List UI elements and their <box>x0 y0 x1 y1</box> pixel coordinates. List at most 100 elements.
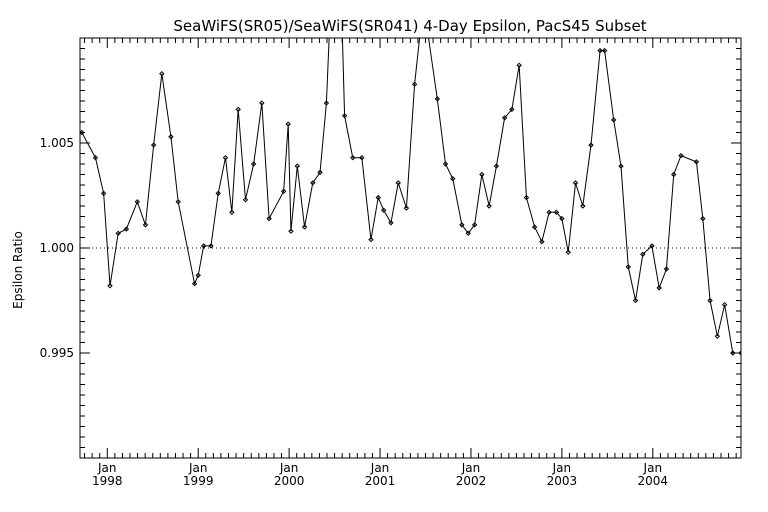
data-point <box>280 188 287 195</box>
y-tick-label: 0.995 <box>40 346 74 360</box>
data-point <box>168 133 174 140</box>
data-point <box>678 152 684 159</box>
data-point <box>229 209 235 216</box>
data-point <box>611 117 617 123</box>
x-tick-month-label: Jan <box>643 461 663 475</box>
data-point <box>442 161 449 167</box>
data-point <box>632 297 639 304</box>
data-point <box>80 129 85 136</box>
data-point <box>317 169 323 176</box>
x-tick-year-label: 2004 <box>638 474 669 488</box>
x-tick-year-label: 2003 <box>547 474 578 488</box>
x-tick-month-label: Jan <box>188 461 208 475</box>
x-tick-year-label: 1999 <box>183 474 214 488</box>
x-tick-year-label: 1998 <box>92 474 123 488</box>
data-point <box>601 47 608 54</box>
data-point <box>572 180 579 186</box>
data-point <box>301 224 308 230</box>
data-point <box>107 283 113 289</box>
series-line <box>81 38 741 354</box>
data-point <box>531 224 538 230</box>
data-point <box>618 163 624 169</box>
data-point <box>215 190 221 197</box>
data-point <box>123 226 130 232</box>
data-point <box>285 121 291 127</box>
data-point <box>350 154 356 161</box>
x-tick-year-label: 2002 <box>456 474 487 488</box>
data-point <box>700 215 706 222</box>
data-point <box>159 70 165 77</box>
data-point <box>714 333 721 339</box>
data-point <box>539 238 545 245</box>
data-point <box>501 115 508 121</box>
series-points <box>80 47 741 356</box>
data-point <box>375 194 381 201</box>
data-point <box>671 171 677 178</box>
data-point <box>191 280 198 287</box>
data-point <box>250 161 257 167</box>
y-axis-label: Epsilon Ratio <box>11 231 25 309</box>
data-point <box>134 199 140 205</box>
chart-title: SeaWiFS(SR05)/SeaWiFS(SR041) 4-Day Epsil… <box>173 17 646 35</box>
data-point <box>208 243 214 249</box>
y-tick-label: 1.000 <box>40 241 74 255</box>
data-point <box>323 100 330 106</box>
axis-tick-labels: 0.9951.0001.005Jan1998Jan1999Jan2000Jan2… <box>40 136 668 488</box>
data-point <box>559 215 565 222</box>
x-tick-month-label: Jan <box>552 461 572 475</box>
data-point <box>656 285 662 291</box>
data-point <box>92 154 99 161</box>
data-point <box>479 171 485 178</box>
data-point <box>150 142 157 148</box>
data-point <box>434 96 441 102</box>
x-tick-year-label: 2000 <box>274 474 305 488</box>
data-point <box>115 230 121 237</box>
data-point <box>509 106 515 113</box>
x-tick-month-label: Jan <box>461 461 481 475</box>
data-point <box>411 81 418 87</box>
data-point <box>663 266 670 272</box>
data-point <box>738 350 741 356</box>
data-point <box>294 163 301 169</box>
data-point <box>395 180 401 186</box>
data-point <box>450 175 456 182</box>
data-point <box>359 154 365 161</box>
data-point <box>266 215 272 222</box>
data-point <box>471 222 478 228</box>
data-point <box>493 163 500 169</box>
data-point <box>486 203 492 209</box>
data-point <box>730 350 736 356</box>
data-point <box>341 112 348 119</box>
data-point <box>721 301 728 308</box>
data-point <box>546 209 552 216</box>
data-point <box>288 228 294 234</box>
data-point <box>707 297 713 304</box>
data-point <box>242 196 249 203</box>
data-point <box>693 159 700 165</box>
data-point <box>195 272 201 279</box>
data-point <box>100 190 107 197</box>
data-point <box>565 249 571 255</box>
data-point <box>222 154 229 161</box>
y-tick-label: 1.005 <box>40 136 74 150</box>
data-point <box>259 100 265 106</box>
data-point <box>588 142 594 148</box>
data-point <box>516 62 522 69</box>
data-point <box>142 222 149 228</box>
plot-frame <box>79 37 742 459</box>
x-tick-month-label: Jan <box>279 461 299 475</box>
data-point <box>380 207 387 213</box>
data-point <box>235 106 241 113</box>
data-point <box>310 180 316 186</box>
data-point <box>200 243 207 249</box>
data-point <box>553 209 560 216</box>
x-tick-month-label: Jan <box>97 461 117 475</box>
data-point <box>580 203 586 209</box>
data-point <box>459 222 465 228</box>
x-tick-year-label: 2001 <box>365 474 396 488</box>
data-point <box>523 194 530 201</box>
data-point <box>388 220 394 226</box>
data-point <box>368 236 374 243</box>
axis-ticks <box>80 38 741 458</box>
data-point <box>649 243 655 249</box>
